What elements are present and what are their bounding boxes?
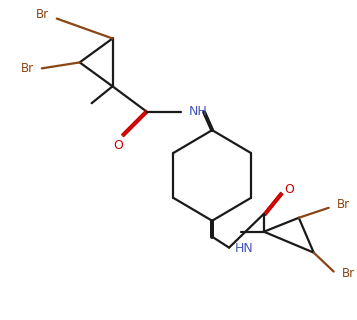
Text: Br: Br bbox=[36, 8, 49, 21]
Text: NH: NH bbox=[189, 105, 208, 118]
Text: Br: Br bbox=[337, 198, 350, 211]
Text: Br: Br bbox=[342, 267, 355, 280]
Text: HN: HN bbox=[235, 242, 254, 255]
Text: O: O bbox=[284, 183, 294, 196]
Text: O: O bbox=[114, 139, 124, 152]
Text: Br: Br bbox=[21, 62, 34, 75]
